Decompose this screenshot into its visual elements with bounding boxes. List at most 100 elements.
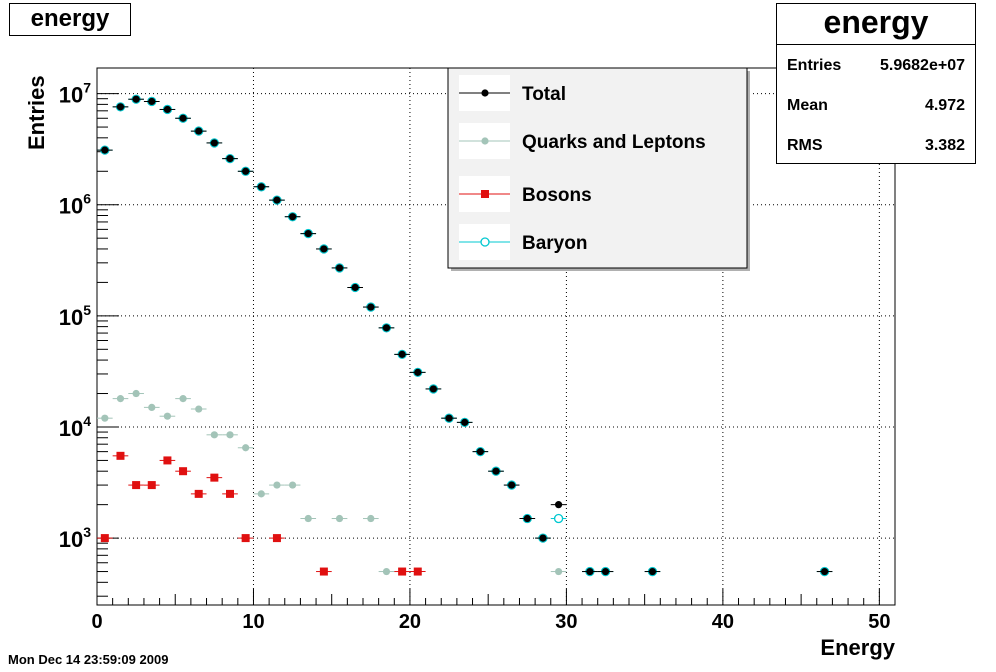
data-point — [523, 514, 531, 523]
data-point — [242, 444, 250, 452]
stats-row-entries: Entries 5.9682e+07 — [777, 45, 975, 85]
stats-label: RMS — [787, 137, 823, 154]
data-point — [179, 114, 187, 122]
data-point — [554, 567, 563, 576]
data-point — [179, 467, 188, 476]
data-point — [226, 431, 234, 439]
data-point — [398, 567, 407, 576]
legend: Total Quarks and Leptons Bosons Baryon — [447, 67, 750, 271]
data-point — [148, 403, 156, 412]
data-point — [508, 481, 516, 489]
data-point — [241, 534, 250, 543]
legend-label: Bosons — [522, 185, 592, 206]
data-point — [116, 395, 125, 403]
data-point — [492, 467, 500, 475]
data-point — [367, 303, 375, 311]
title-box: energy — [9, 3, 131, 36]
data-point — [382, 324, 391, 332]
data-point — [132, 481, 141, 490]
series-total — [97, 95, 833, 576]
data-point — [367, 514, 375, 523]
data-point — [210, 431, 218, 439]
data-point — [335, 264, 344, 272]
stats-row-rms: RMS 3.382 — [777, 125, 975, 165]
stats-label: Entries — [787, 57, 842, 74]
data-point — [163, 456, 172, 465]
data-point — [272, 534, 281, 543]
data-point — [461, 418, 469, 426]
data-point — [257, 490, 265, 498]
data-point — [288, 213, 297, 221]
data-point — [413, 567, 422, 576]
data-point — [601, 567, 610, 576]
timestamp: Mon Dec 14 23:59:09 2009 — [8, 652, 169, 667]
y-tick-label: 106 — [59, 191, 91, 219]
data-point — [398, 350, 406, 358]
x-tick-label: 20 — [399, 611, 421, 633]
data-point — [273, 196, 281, 204]
stats-value: 5.9682e+07 — [880, 57, 965, 74]
data-point — [288, 481, 297, 489]
data-point — [586, 567, 594, 576]
data-point — [414, 368, 422, 376]
legend-label: Baryon — [522, 233, 587, 254]
x-tick-label: 50 — [868, 611, 890, 633]
stats-label: Mean — [787, 97, 828, 114]
data-point — [147, 481, 156, 490]
data-point — [304, 229, 312, 238]
data-point — [382, 567, 391, 576]
legend-marker — [481, 190, 489, 198]
grid — [97, 68, 895, 605]
data-point — [116, 103, 125, 111]
x-axis-label: Energy — [820, 635, 895, 660]
stats-box: energy Entries 5.9682e+07 Mean 4.972 RMS… — [776, 3, 976, 164]
stats-value: 3.382 — [924, 137, 965, 154]
data-point — [100, 534, 109, 543]
x-tick-label: 10 — [242, 611, 264, 633]
x-tick-label: 30 — [555, 611, 577, 633]
data-point — [242, 167, 250, 175]
data-point — [553, 513, 564, 524]
y-tick-label: 105 — [59, 302, 91, 330]
legend-marker — [481, 89, 489, 97]
legend-marker — [481, 137, 489, 145]
y-tick-label: 107 — [59, 80, 91, 108]
y-tick-label: 103 — [59, 524, 91, 552]
data-point — [179, 395, 187, 403]
data-point — [116, 451, 125, 460]
data-point — [554, 501, 563, 509]
data-point — [539, 534, 547, 542]
data-point — [195, 127, 203, 135]
series-bosons — [97, 451, 426, 576]
stats-title: energy — [777, 4, 975, 45]
x-tick-label: 40 — [712, 611, 734, 633]
data-point — [273, 481, 281, 489]
data-point — [148, 97, 156, 106]
y-tick-label: 104 — [59, 413, 91, 441]
data-point — [195, 405, 203, 413]
data-marks — [97, 94, 833, 577]
data-point — [101, 414, 109, 422]
data-point — [429, 385, 438, 393]
data-point — [194, 489, 203, 498]
data-point — [163, 105, 172, 114]
data-point — [101, 146, 109, 154]
data-point — [257, 183, 265, 191]
legend-marker — [480, 237, 490, 247]
axes: 0 10 20 30 40 50 103 104 105 106 107 — [59, 80, 891, 633]
data-point — [335, 514, 344, 523]
data-point — [304, 514, 312, 523]
data-point — [163, 412, 172, 420]
data-point — [319, 567, 328, 576]
stats-value: 4.972 — [924, 97, 965, 114]
x-tick-label: 0 — [91, 611, 102, 633]
data-point — [132, 389, 140, 398]
legend-label: Quarks and Leptons — [522, 132, 706, 153]
data-point — [351, 283, 359, 292]
data-point — [226, 155, 234, 163]
data-point — [132, 95, 140, 103]
data-point — [210, 473, 219, 482]
data-point — [476, 448, 484, 456]
legend-label: Total — [522, 84, 566, 105]
